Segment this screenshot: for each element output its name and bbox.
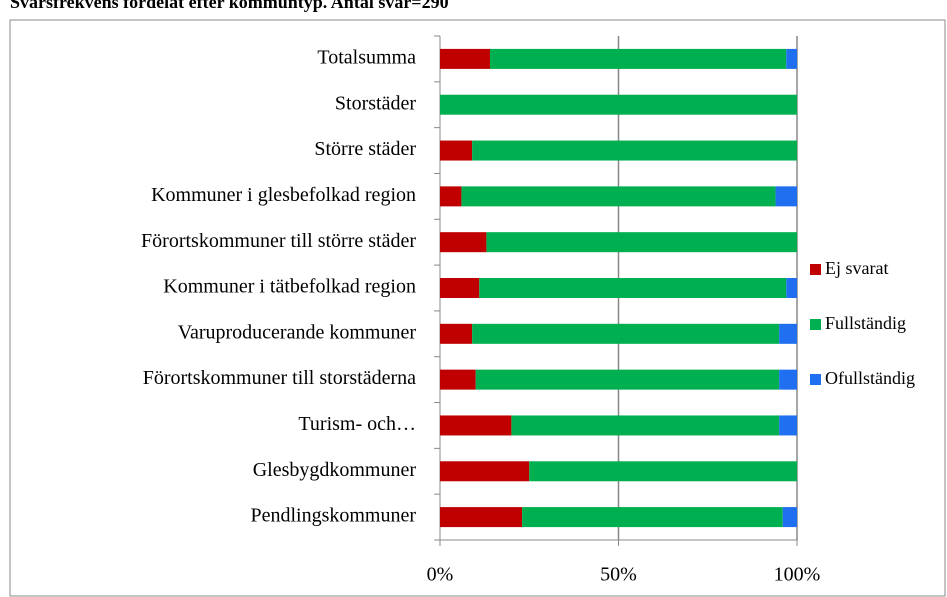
bar-segment xyxy=(440,278,480,298)
bar-segment xyxy=(440,94,797,115)
legend-swatch xyxy=(810,319,821,330)
legend-swatch xyxy=(810,264,821,275)
legend-swatch xyxy=(810,374,821,385)
bar-segment xyxy=(440,323,473,344)
y-tick-label: Förortskommuner till storstäderna xyxy=(143,367,416,389)
bar-segment xyxy=(779,323,797,344)
y-tick-label: Totalsumma xyxy=(317,47,416,69)
bar-segment xyxy=(775,186,797,207)
bar-segment xyxy=(475,369,780,390)
chart-border xyxy=(9,19,946,597)
y-tick-label: Förortskommuner till större städer xyxy=(141,230,416,252)
bar-segment xyxy=(440,415,512,436)
y-tick-label: Storstäder xyxy=(335,92,416,114)
bar-segment xyxy=(440,461,530,482)
legend-label: Ej svarat xyxy=(825,258,888,278)
legend-label: Ofullständig xyxy=(825,368,915,388)
x-tick-label: 100% xyxy=(774,564,821,586)
bar-segment xyxy=(472,323,780,344)
bar-segment xyxy=(786,278,797,298)
bar-segment xyxy=(782,507,797,528)
bar-segment xyxy=(779,369,797,390)
chart-title: Svarsfrekvens fördelat efter kommuntyp. … xyxy=(10,0,449,12)
bar-segment xyxy=(511,415,780,436)
bar-segment xyxy=(440,232,487,253)
legend-label: Fullständig xyxy=(825,313,906,333)
bar-segment xyxy=(479,278,787,298)
bar-segment xyxy=(522,507,783,528)
bar-segment xyxy=(472,140,797,161)
y-tick-label: Större städer xyxy=(314,138,416,160)
x-tick-label: 50% xyxy=(600,564,637,586)
bar-segment xyxy=(440,507,523,528)
y-tick-label: Glesbygdkommuner xyxy=(253,459,417,481)
y-tick-label: Turism- och… xyxy=(298,413,416,435)
y-tick-label: Pendlingskommuner xyxy=(250,505,416,527)
bar-segment xyxy=(440,186,462,207)
bar-segment xyxy=(779,415,797,436)
bar-segment xyxy=(486,232,797,253)
y-tick-label: Varuproducerande kommuner xyxy=(178,321,417,343)
bar-segment xyxy=(489,48,787,69)
x-tick-label: 0% xyxy=(427,564,454,586)
y-tick-label: Kommuner i glesbefolkad region xyxy=(151,184,416,206)
bar-segment xyxy=(529,461,797,482)
y-tick-label: Kommuner i tätbefolkad region xyxy=(163,276,416,298)
bar-segment xyxy=(461,186,776,207)
bar-segment xyxy=(440,369,476,390)
bar-segment xyxy=(786,48,797,69)
bar-segment xyxy=(440,140,473,161)
bar-segment xyxy=(440,48,490,69)
